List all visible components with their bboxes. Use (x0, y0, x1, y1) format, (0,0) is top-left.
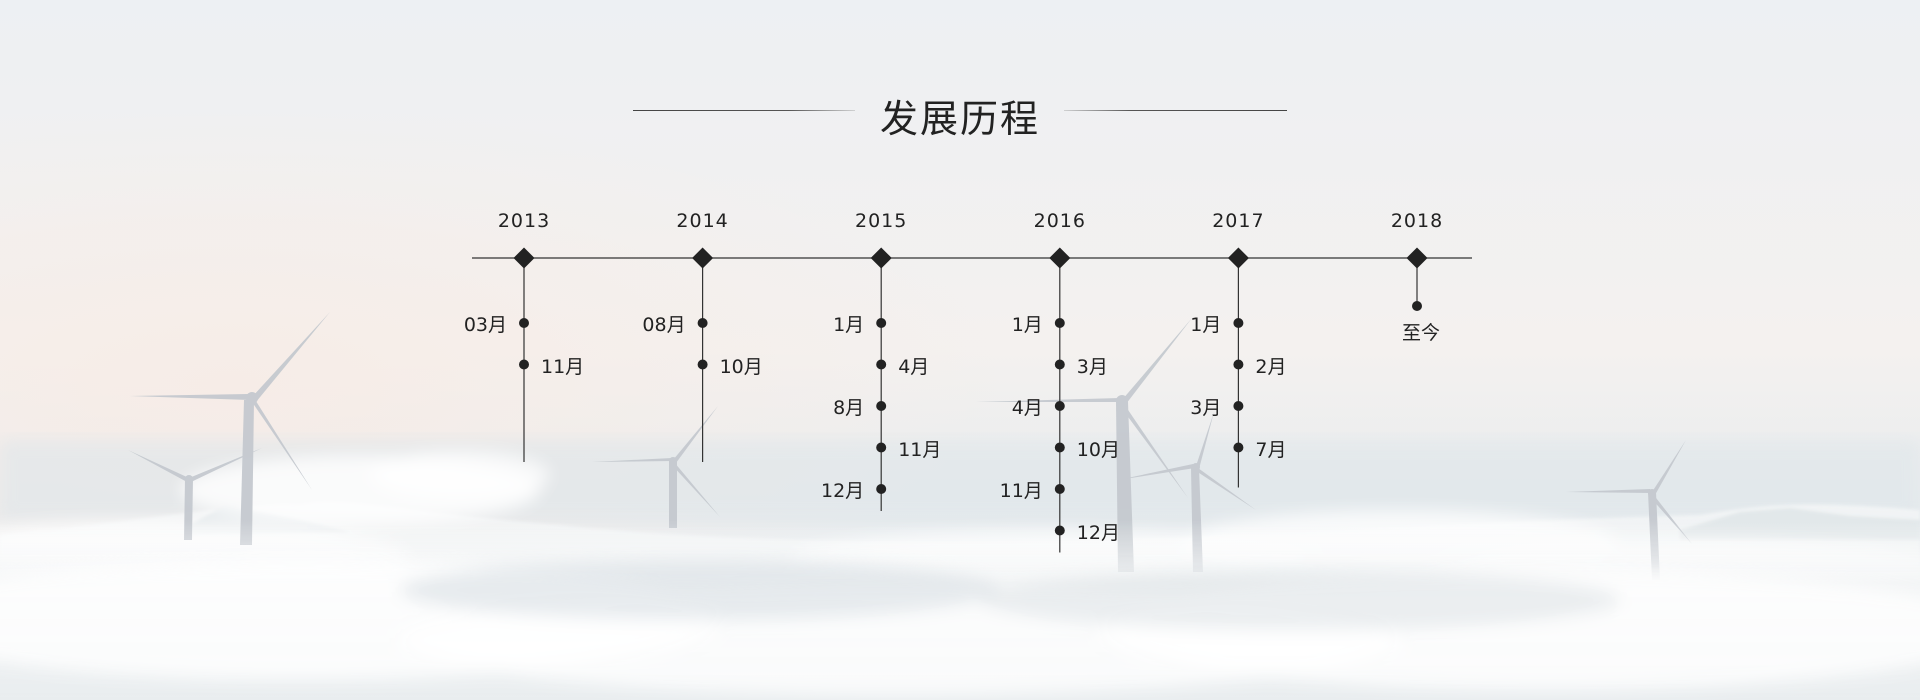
event-label: 11月 (898, 438, 942, 461)
event-dot (1054, 401, 1065, 411)
year-label: 2017 (1212, 210, 1265, 232)
event-dot (697, 359, 708, 370)
event-label: 3月 (1190, 397, 1222, 419)
event-dot (1233, 442, 1244, 453)
event-label: 7月 (1255, 438, 1287, 461)
event-dot (876, 318, 887, 328)
title-section: 发展历程 (0, 88, 1920, 141)
year-label: 2015 (855, 210, 908, 232)
year-label: 2014 (676, 210, 729, 232)
event-dot (1054, 525, 1065, 536)
title-left-divider (633, 110, 855, 111)
year-diamond-marker (513, 247, 535, 269)
event-dot (1054, 318, 1065, 328)
year-label: 2018 (1390, 210, 1444, 232)
event-label: 3月 (1076, 355, 1108, 378)
event-dot (1233, 359, 1244, 370)
event-dot (519, 318, 529, 328)
page-title: 发展历程 (879, 97, 1040, 141)
event-dot (876, 442, 887, 453)
event-label: 1月 (1011, 314, 1043, 336)
year-diamond-marker (1406, 247, 1428, 269)
event-dot (1412, 301, 1422, 311)
event-dot (1233, 318, 1244, 328)
event-label: 1月 (833, 314, 865, 336)
event-label: 10月 (719, 355, 763, 378)
event-label: 03月 (463, 314, 507, 336)
event-label: 12月 (821, 480, 865, 502)
year-diamond-marker (1227, 247, 1249, 269)
event-label: 2月 (1255, 355, 1287, 378)
year-diamond-marker (1049, 247, 1071, 269)
event-dot (1054, 359, 1065, 370)
year-diamond-marker (692, 247, 714, 269)
event-dot (1054, 484, 1065, 494)
event-label: 1月 (1190, 314, 1222, 336)
year-label: 2013 (497, 210, 551, 232)
event-dot (1233, 401, 1244, 411)
event-dot (519, 359, 529, 370)
event-dot (876, 484, 887, 494)
event-label: 08月 (642, 314, 686, 336)
year-label: 2016 (1033, 210, 1086, 232)
event-label: 8月 (833, 397, 865, 419)
event-label: 至今 (1401, 322, 1440, 344)
event-label: 10月 (1076, 438, 1120, 461)
year-diamond-marker (870, 247, 892, 269)
title-right-divider (1064, 110, 1287, 111)
event-label: 4月 (1011, 397, 1043, 419)
event-label: 12月 (1076, 521, 1120, 544)
event-label: 11月 (541, 355, 585, 378)
event-dot (697, 318, 708, 328)
event-dot (876, 359, 887, 370)
event-dot (876, 401, 887, 411)
event-label: 11月 (999, 480, 1043, 502)
event-label: 4月 (898, 355, 930, 378)
event-dot (1054, 442, 1065, 453)
